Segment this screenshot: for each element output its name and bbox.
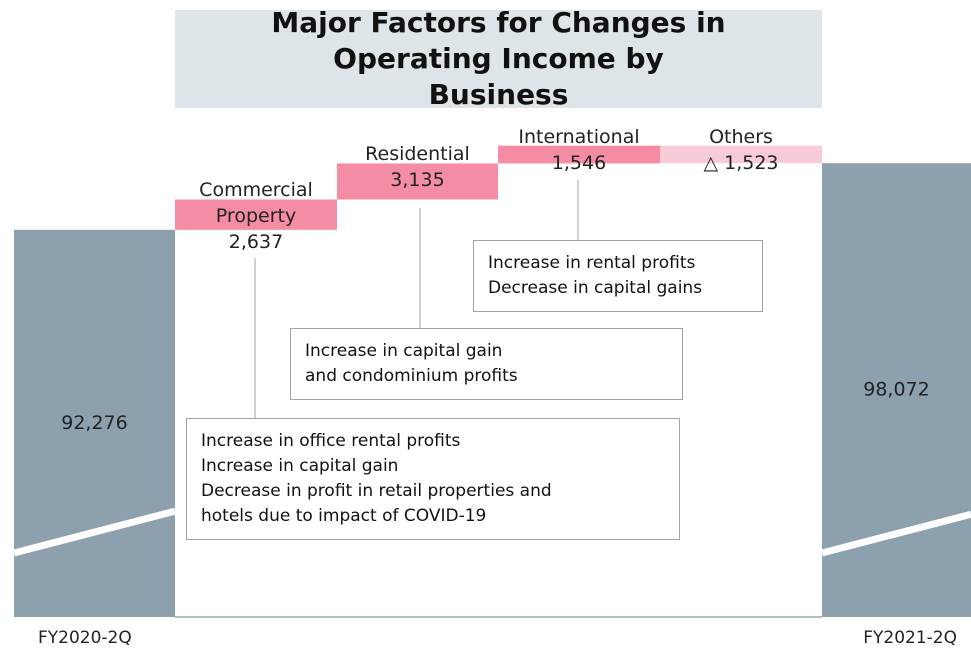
annotation-box: Increase in capital gain and condominium …	[290, 328, 683, 400]
increase-bar	[498, 145, 660, 164]
axis-break	[821, 510, 971, 557]
decrease-bar	[660, 145, 822, 164]
category-label: Residential	[365, 143, 470, 166]
increase-bar	[175, 199, 337, 230]
x-tick-label: FY2021-2Q	[863, 628, 957, 648]
axis-break	[13, 507, 176, 557]
annotation-box: Increase in office rental profits Increas…	[186, 418, 680, 540]
total-bar	[14, 229, 175, 617]
annotation-text: Increase in capital gain	[305, 341, 503, 361]
total-value-label: 98,072	[863, 379, 929, 401]
category-label: Commercial Property	[199, 179, 313, 228]
chart-title: Major Factors for Changes in Operating I…	[175, 6, 822, 111]
annotation-text: Increase in office rental profits	[201, 431, 461, 451]
total-bar	[822, 163, 971, 617]
annotation-text: and condominium profits	[305, 366, 518, 386]
annotation-text: Increase in rental profits	[488, 253, 696, 273]
annotation-text: hotels due to impact of COVID-19	[201, 506, 487, 526]
value-label: △ 1,523	[703, 151, 779, 174]
segment-label: Residential 3,135	[337, 141, 498, 193]
x-tick-label: FY2020-2Q	[38, 628, 132, 648]
annotation-text: Decrease in capital gains	[488, 278, 703, 298]
segment-label: Others △ 1,523	[660, 124, 822, 176]
value-label: 2,637	[228, 231, 284, 254]
annotation-text: Increase in capital gain	[201, 456, 399, 476]
value-label: 1,546	[551, 151, 607, 174]
category-label: International	[518, 125, 640, 148]
value-label: 3,135	[390, 169, 445, 192]
increase-bar	[337, 163, 498, 200]
category-label: Others	[709, 125, 773, 148]
segment-label: International 1,546	[498, 124, 660, 176]
total-value-label: 92,276	[61, 412, 127, 434]
annotation-box: Increase in rental profits Decrease in ca…	[473, 240, 763, 312]
segment-label: Commercial Property 2,637	[185, 177, 327, 255]
annotation-text: Decrease in profit in retail properties …	[201, 481, 552, 501]
